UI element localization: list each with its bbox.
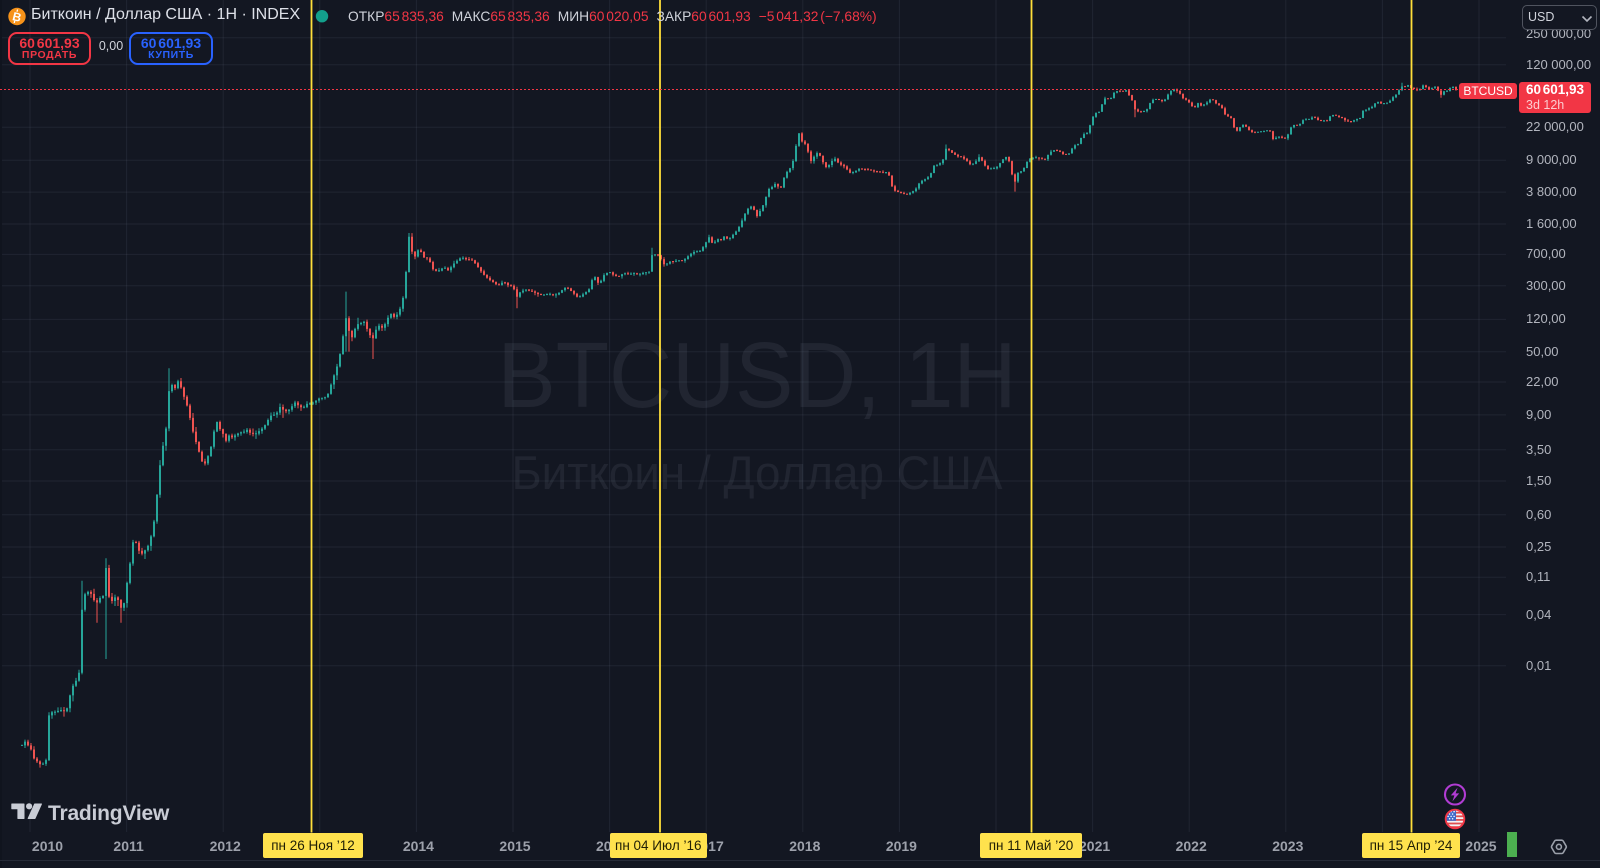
- svg-text:Биткоин / Доллар США: Биткоин / Доллар США: [512, 446, 1004, 499]
- svg-text:B: B: [11, 9, 23, 25]
- svg-text:BTCUSD, 1H: BTCUSD, 1H: [498, 323, 1017, 427]
